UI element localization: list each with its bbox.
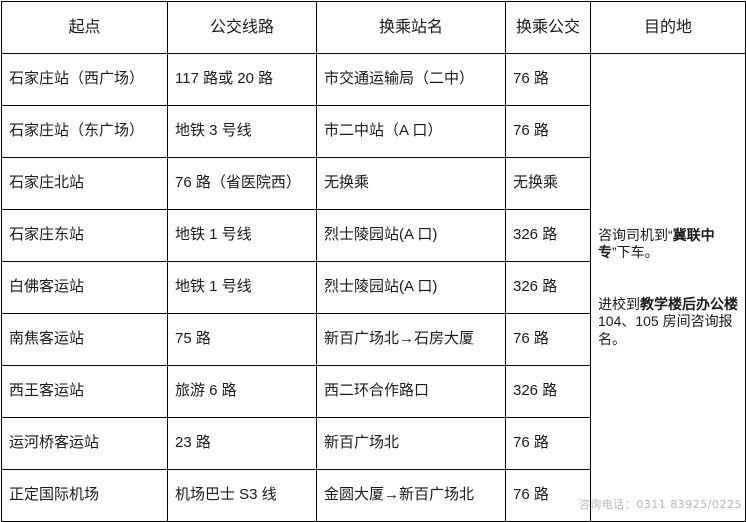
cell-origin: 石家庄北站 [1, 157, 168, 210]
cell-transfer: 76 路 [505, 417, 591, 470]
table-body: 石家庄站（西广场） 117 路或 20 路 市交通运输局（二中） 76 路 咨询… [1, 53, 746, 522]
column-header-busline: 公交线路 [167, 1, 317, 54]
column-header-transfer: 换乘公交 [505, 1, 591, 54]
cell-transfer: 无换乘 [505, 157, 591, 210]
table-row: 石家庄站（东广场） 地铁 3 号线 市二中站（A 口） 76 路 [1, 105, 746, 158]
cell-station: 金圆大厦→新百广场北 [316, 469, 506, 522]
cell-station: 烈士陵园站(A 口) [316, 261, 506, 314]
table-row: 石家庄站（西广场） 117 路或 20 路 市交通运输局（二中） 76 路 咨询… [1, 53, 746, 522]
cell-origin: 运河桥客运站 [1, 417, 168, 470]
cell-busline: 117 路或 20 路 [167, 53, 317, 106]
cell-origin: 石家庄站（西广场） [1, 53, 168, 106]
cell-station: 西二环合作路口 [316, 365, 506, 418]
cell-transfer: 76 路 [505, 53, 591, 106]
table-row: 石家庄北站 76 路（省医院西） 无换乘 无换乘 [1, 157, 746, 210]
cell-destination: 咨询司机到“冀联中专”下车。 进校到教学楼后办公楼 104、105 房间咨询报名… [590, 53, 746, 522]
cell-transfer: 76 路 [505, 469, 591, 522]
cell-origin: 南焦客运站 [1, 313, 168, 366]
column-header-origin: 起点 [1, 1, 168, 54]
cell-station: 烈士陵园站(A 口) [316, 209, 506, 262]
cell-origin: 正定国际机场 [1, 469, 168, 522]
destination-paragraph-1: 咨询司机到“冀联中专”下车。 [598, 227, 738, 262]
cell-busline: 76 路（省医院西） [167, 157, 317, 210]
cell-station: 新百广场北 [316, 417, 506, 470]
cell-transfer: 76 路 [505, 313, 591, 366]
cell-origin: 石家庄东站 [1, 209, 168, 262]
destination-paragraph-2: 进校到教学楼后办公楼 104、105 房间咨询报名。 [598, 296, 738, 349]
cell-origin: 石家庄站（东广场） [1, 105, 168, 158]
table-header-row: 起点 公交线路 换乘站名 换乘公交 目的地 [1, 1, 746, 54]
cell-busline: 75 路 [167, 313, 317, 366]
table-row: 石家庄东站 地铁 1 号线 烈士陵园站(A 口) 326 路 [1, 209, 746, 262]
cell-busline: 旅游 6 路 [167, 365, 317, 418]
table-row: 南焦客运站 75 路 新百广场北→石房大厦 76 路 [1, 313, 746, 366]
cell-busline: 地铁 3 号线 [167, 105, 317, 158]
column-header-destination: 目的地 [590, 1, 746, 54]
destination-p2-prefix: 进校到 [598, 295, 640, 312]
cell-busline: 地铁 1 号线 [167, 209, 317, 262]
cell-busline: 机场巴士 S3 线 [167, 469, 317, 522]
destination-p1-bold: 冀联中专 [598, 226, 715, 261]
table-row: 白佛客运站 地铁 1 号线 烈士陵园站(A 口) 326 路 [1, 261, 746, 314]
cell-origin: 西王客运站 [1, 365, 168, 418]
destination-p1-prefix: 咨询司机到“ [598, 226, 673, 243]
cell-transfer: 326 路 [505, 209, 591, 262]
destination-spacer [598, 262, 738, 296]
column-header-station: 换乘站名 [316, 1, 506, 54]
cell-station: 市二中站（A 口） [316, 105, 506, 158]
cell-transfer: 326 路 [505, 365, 591, 418]
cell-origin: 白佛客运站 [1, 261, 168, 314]
cell-busline: 23 路 [167, 417, 317, 470]
cell-station: 无换乘 [316, 157, 506, 210]
cell-transfer: 326 路 [505, 261, 591, 314]
table-row: 运河桥客运站 23 路 新百广场北 76 路 [1, 417, 746, 470]
cell-station: 新百广场北→石房大厦 [316, 313, 506, 366]
table-header: 起点 公交线路 换乘站名 换乘公交 目的地 [1, 1, 746, 54]
table-row: 西王客运站 旅游 6 路 西二环合作路口 326 路 [1, 365, 746, 418]
cell-station: 市交通运输局（二中） [316, 53, 506, 106]
cell-transfer: 76 路 [505, 105, 591, 158]
destination-p2-bold: 教学楼后办公楼 [640, 295, 738, 312]
destination-p2-suffix: 104、105 房间咨询报名。 [598, 313, 733, 347]
destination-p1-suffix: ”下车。 [612, 244, 659, 261]
cell-busline: 地铁 1 号线 [167, 261, 317, 314]
